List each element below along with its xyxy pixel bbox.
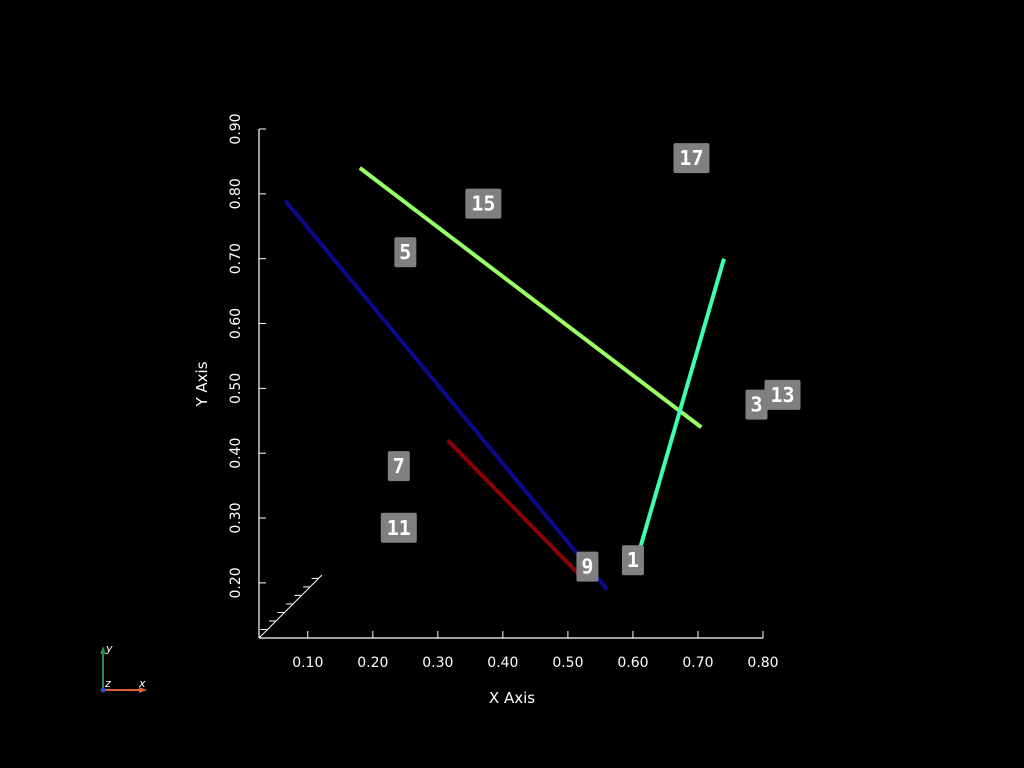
point-label-text: 11 bbox=[387, 516, 411, 540]
y-tick-label: 0.20 bbox=[228, 567, 244, 598]
point-label-5: 5 bbox=[394, 237, 417, 268]
z-axis-line bbox=[258, 574, 323, 639]
x-tick-label: 0.80 bbox=[747, 655, 778, 671]
point-label-text: 7 bbox=[393, 454, 405, 478]
x-axis-title: X Axis bbox=[489, 689, 535, 707]
orientation-x-label: x bbox=[138, 677, 146, 690]
point-label-box bbox=[576, 551, 599, 582]
point-label-box bbox=[465, 188, 502, 219]
point-label-text: 13 bbox=[770, 383, 794, 407]
series-line-1 bbox=[283, 199, 609, 591]
x-tick-label: 0.40 bbox=[487, 655, 518, 671]
orientation-x-arrow bbox=[139, 687, 147, 693]
point-label-text: 15 bbox=[471, 192, 495, 216]
z-axis-ticks bbox=[258, 574, 323, 639]
y-tick-label: 0.80 bbox=[228, 178, 244, 209]
point-label-box bbox=[745, 389, 768, 420]
point-label-11: 11 bbox=[380, 512, 417, 543]
point-label-box bbox=[764, 379, 801, 410]
y-ticks: 0.20 0.30 0.40 0.50 0.60 0.70 0.80 0.90 bbox=[228, 113, 266, 598]
point-label-text: 17 bbox=[679, 146, 703, 170]
y-tick-label: 0.90 bbox=[228, 113, 244, 144]
point-label-box bbox=[387, 451, 410, 482]
orientation-z-label: z bbox=[104, 677, 111, 690]
point-label-15: 15 bbox=[465, 188, 502, 219]
y-tick-label: 0.60 bbox=[228, 308, 244, 339]
point-label-text: 1 bbox=[627, 548, 639, 572]
x-tick-label: 0.10 bbox=[292, 655, 323, 671]
y-axis-title: Y Axis bbox=[193, 361, 211, 407]
point-label-box bbox=[621, 545, 644, 576]
point-label-box bbox=[673, 143, 710, 174]
point-label-text: 3 bbox=[750, 393, 762, 417]
series-line-3 bbox=[358, 166, 703, 429]
point-label-3: 3 bbox=[745, 389, 768, 420]
x-tick-label: 0.70 bbox=[682, 655, 713, 671]
x-tick-label: 0.30 bbox=[422, 655, 453, 671]
y-tick-label: 0.50 bbox=[228, 373, 244, 404]
x-tick-label: 0.20 bbox=[357, 655, 388, 671]
point-label-7: 7 bbox=[387, 451, 410, 482]
x-tick-label: 0.60 bbox=[617, 655, 648, 671]
series-layer bbox=[283, 166, 726, 591]
point-label-box bbox=[380, 512, 417, 543]
point-label-13: 13 bbox=[764, 379, 801, 410]
y-tick-label: 0.30 bbox=[228, 502, 244, 533]
orientation-z-axis bbox=[100, 687, 106, 693]
point-label-text: 9 bbox=[581, 555, 593, 579]
axes-group: 0.10 0.20 0.30 0.40 0.50 0.60 0.70 0.80 0.20 0.3… bbox=[193, 113, 779, 707]
orientation-y-label: y bbox=[105, 642, 113, 655]
y-tick-label: 0.40 bbox=[228, 438, 244, 469]
point-label-9: 9 bbox=[576, 551, 599, 582]
x-ticks: 0.10 0.20 0.30 0.40 0.50 0.60 0.70 0.80 bbox=[292, 631, 779, 671]
orientation-widget: y x z bbox=[100, 642, 147, 693]
point-label-box bbox=[394, 237, 417, 268]
point-label-1: 1 bbox=[621, 545, 644, 576]
y-tick-label: 0.70 bbox=[228, 243, 244, 274]
series-line-4 bbox=[637, 258, 726, 552]
series-line-2 bbox=[446, 438, 583, 578]
orientation-y-arrow bbox=[100, 646, 106, 654]
x-tick-label: 0.50 bbox=[552, 655, 583, 671]
point-label-text: 5 bbox=[399, 240, 411, 264]
point-label-17: 17 bbox=[673, 143, 710, 174]
